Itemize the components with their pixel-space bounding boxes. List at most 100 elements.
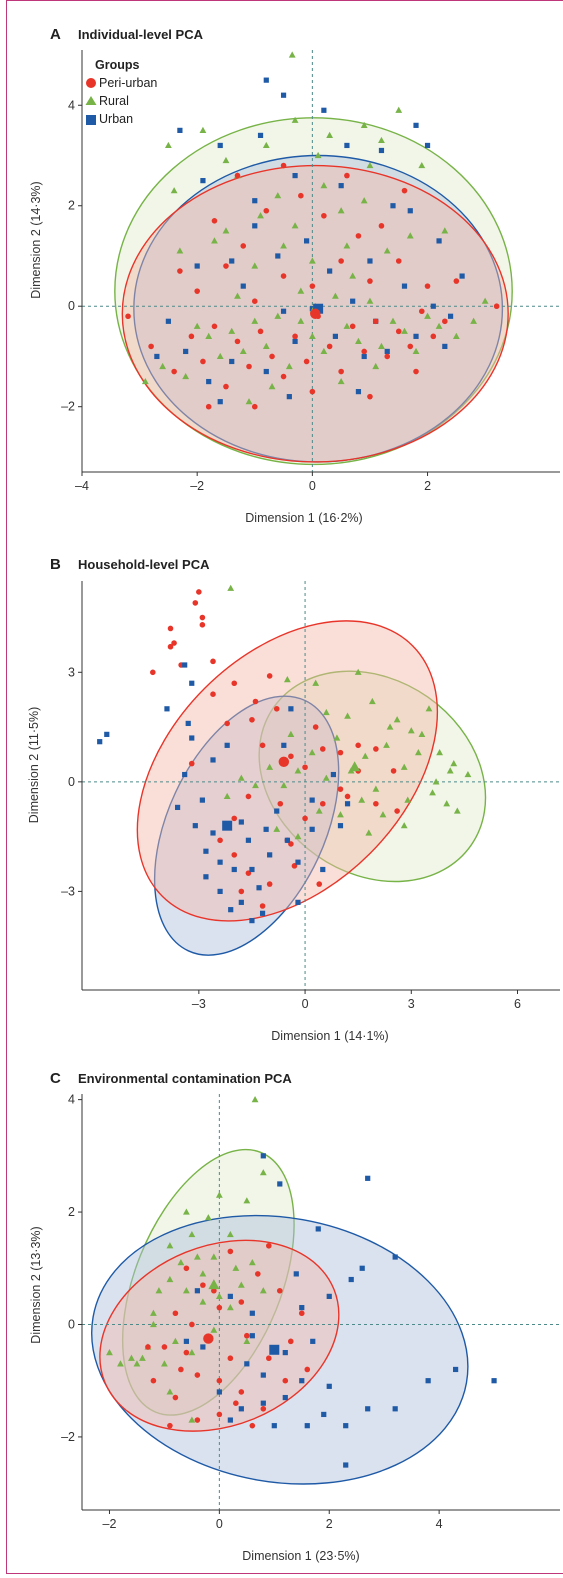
panel-b-xlabel: Dimension 1 (14·1%)	[271, 1029, 388, 1043]
panel-b-point-urban	[186, 721, 191, 726]
panel-c-point-urban	[228, 1417, 233, 1422]
panel-c-point-urban	[195, 1288, 200, 1293]
panel-a-point-peri-urban	[396, 258, 402, 264]
panel-b-x-tick-label: 0	[302, 997, 309, 1011]
panel-b-x-tick-label: 3	[408, 997, 415, 1011]
panel-b-point-urban	[260, 911, 265, 916]
panel-b-point-urban	[239, 900, 244, 905]
panel-a-point-peri-urban	[454, 278, 460, 284]
legend-urban-marker	[86, 115, 96, 125]
panel-c-point-peri-urban	[217, 1378, 223, 1384]
panel-b-point-urban	[295, 900, 300, 905]
panel-b-point-peri-urban	[210, 691, 216, 697]
panel-a-point-urban	[413, 123, 418, 128]
panel-c-point-urban	[250, 1333, 255, 1338]
panel-a-point-urban	[206, 379, 211, 384]
panel-c-point-peri-urban	[261, 1406, 267, 1412]
panel-c-point-peri-urban	[288, 1339, 294, 1345]
panel-b-point-peri-urban	[373, 801, 379, 807]
panel-a-letter: A	[50, 26, 61, 43]
panel-c-y-tick-label: –2	[61, 1430, 75, 1444]
panel-a-point-peri-urban	[407, 344, 413, 350]
panel-c-point-urban	[299, 1378, 304, 1383]
panel-a-point-urban	[431, 304, 436, 309]
panel-a-point-peri-urban	[373, 318, 379, 324]
panel-a-point-urban	[425, 143, 430, 148]
panel-b-x-tick-label: –3	[192, 997, 206, 1011]
panel-b-centroid-urban	[222, 821, 232, 831]
panel-b-centroid-peri-urban	[279, 757, 289, 767]
panel-b-title: Household-level PCA	[78, 557, 210, 572]
panel-b-y-tick-label: 3	[68, 665, 75, 679]
panel-c-y-tick-label: 4	[68, 1093, 75, 1107]
panel-c-point-peri-urban	[200, 1282, 206, 1288]
panel-c-point-peri-urban	[228, 1249, 234, 1255]
panel-c-point-urban	[299, 1305, 304, 1310]
panel-b-point-peri-urban	[260, 743, 266, 749]
panel-b-point-peri-urban	[267, 881, 273, 887]
panel-a-point-peri-urban	[258, 329, 264, 335]
panel-c-point-peri-urban	[145, 1344, 151, 1350]
panel-b: B Household-level PCA Dimension 1 (14·1%…	[27, 556, 560, 1043]
panel-b-point-urban	[310, 798, 315, 803]
panel-b-point-urban	[175, 805, 180, 810]
panel-c-point-peri-urban	[217, 1305, 223, 1311]
panel-b-point-peri-urban	[320, 746, 326, 752]
panel-a-point-peri-urban	[425, 283, 431, 289]
panel-b-point-peri-urban	[239, 889, 245, 895]
panel-b-point-peri-urban	[224, 721, 230, 727]
panel-b-point-urban	[217, 860, 222, 865]
panel-b-point-urban	[217, 889, 222, 894]
panel-c-point-peri-urban	[250, 1423, 256, 1429]
panel-a-point-urban	[281, 93, 286, 98]
panel-c-point-peri-urban	[167, 1423, 173, 1429]
panel-a-point-peri-urban	[246, 364, 252, 370]
panel-c-point-rural	[252, 1096, 259, 1102]
panel-b-point-peri-urban	[277, 801, 283, 807]
panel-b-point-peri-urban	[249, 717, 255, 723]
panel-a-title: Individual-level PCA	[78, 27, 204, 42]
panel-c-y-tick-label: 2	[68, 1205, 75, 1219]
panel-b-point-peri-urban	[288, 753, 294, 759]
panel-a-point-urban	[459, 273, 464, 278]
panel-b-point-urban	[295, 860, 300, 865]
panel-c-point-peri-urban	[304, 1367, 310, 1373]
panel-b-x-tick-label: 6	[514, 997, 521, 1011]
panel-b-point-urban	[288, 706, 293, 711]
panel-c-point-urban	[360, 1266, 365, 1271]
panel-a-point-urban	[408, 208, 413, 213]
panel-c-letter: C	[50, 1070, 61, 1087]
panel-b-point-peri-urban	[302, 816, 308, 822]
legend-peri-urban-label: Peri-urban	[99, 76, 157, 90]
panel-a-point-peri-urban	[281, 374, 287, 380]
panel-b-point-urban	[256, 885, 261, 890]
panel-a-point-peri-urban	[189, 334, 195, 340]
panel-b-y-tick-label: –3	[61, 884, 75, 898]
panel-c-point-urban	[184, 1339, 189, 1344]
panel-b-point-urban	[264, 827, 269, 832]
legend-title: Groups	[95, 58, 139, 72]
panel-a-point-urban	[252, 198, 257, 203]
panel-a-point-urban	[436, 238, 441, 243]
panel-a-x-tick-label: 2	[424, 479, 431, 493]
panel-b-point-urban	[189, 735, 194, 740]
panel-a-point-urban	[229, 258, 234, 263]
panel-c-point-urban	[316, 1226, 321, 1231]
panel-c-point-urban	[228, 1294, 233, 1299]
panel-c-point-peri-urban	[184, 1265, 190, 1271]
panel-b-point-urban	[310, 827, 315, 832]
panel-a-point-urban	[287, 394, 292, 399]
panel-a-point-peri-urban	[402, 188, 408, 194]
legend-urban-label: Urban	[99, 112, 133, 126]
panel-a-point-peri-urban	[212, 218, 218, 224]
panel-a-x-tick-label: –4	[75, 479, 89, 493]
panel-a-point-urban	[356, 389, 361, 394]
panel-a-point-urban	[350, 299, 355, 304]
panel-a-point-peri-urban	[171, 369, 177, 375]
panel-a-point-urban	[264, 78, 269, 83]
panel-c-point-urban	[491, 1378, 496, 1383]
panel-b-point-peri-urban	[189, 761, 195, 767]
panel-a-point-urban	[218, 399, 223, 404]
panel-b-point-urban	[182, 772, 187, 777]
panel-a-point-peri-urban	[177, 268, 183, 274]
